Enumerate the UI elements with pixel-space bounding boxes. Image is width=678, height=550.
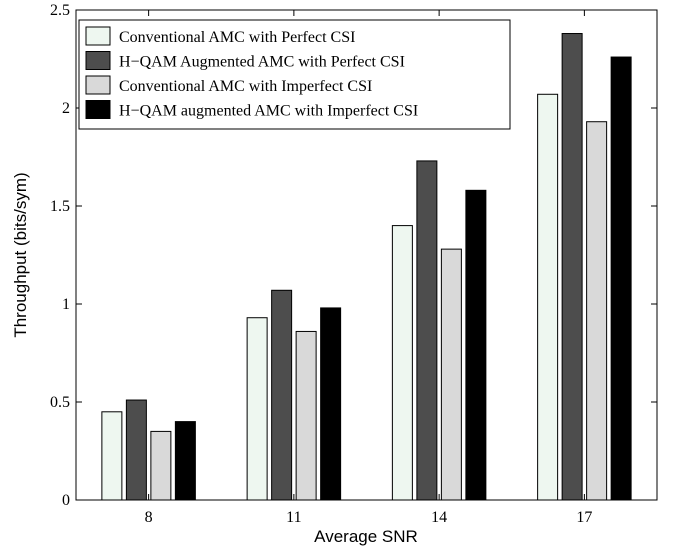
y-tick-label: 2.5 <box>50 2 70 19</box>
x-tick-label: 17 <box>576 509 592 526</box>
legend-swatch <box>85 51 111 70</box>
y-tick-label: 1.5 <box>50 198 70 215</box>
bar <box>150 430 172 501</box>
legend-label: H−QAM augmented AMC with Imperfect CSI <box>119 103 418 120</box>
x-tick-label: 14 <box>431 509 447 526</box>
bar <box>271 289 293 501</box>
x-tick-label: 11 <box>286 509 301 526</box>
bar <box>295 330 317 501</box>
bar <box>416 160 438 501</box>
legend-label: Conventional AMC with Imperfect CSI <box>119 78 372 95</box>
bar <box>465 189 487 501</box>
axes-group: 0 0.5 1 1.5 2 2.5 8 11 14 17 <box>50 2 658 526</box>
bar <box>174 421 196 501</box>
bar <box>125 399 147 501</box>
x-axis-label: Average SNR <box>314 527 418 546</box>
bar <box>391 225 413 501</box>
y-tick-label: 0 <box>62 492 70 509</box>
legend-label: Conventional AMC with Perfect CSI <box>119 29 355 46</box>
y-axis-label: Throughput (bits/sym) <box>11 172 30 337</box>
bar <box>440 248 462 501</box>
legend-label: H−QAM Augmented AMC with Perfect CSI <box>119 54 405 71</box>
y-tick-label: 0.5 <box>50 394 70 411</box>
bar <box>246 317 268 501</box>
bars-group <box>101 33 632 501</box>
bar <box>610 56 632 501</box>
bar <box>561 33 583 501</box>
bar <box>537 93 559 501</box>
legend-swatch <box>85 100 111 119</box>
bar <box>586 121 608 501</box>
legend-box <box>78 19 511 130</box>
axes-frame <box>75 9 658 501</box>
x-tick-label: 8 <box>145 509 153 526</box>
legend: Conventional AMC with Perfect CSI H−QAM A… <box>78 19 511 130</box>
bar <box>320 307 342 501</box>
legend-swatch <box>85 75 111 95</box>
y-tick-label: 2 <box>62 100 70 117</box>
y-tick-label: 1 <box>62 296 70 313</box>
bar <box>101 411 123 501</box>
legend-swatch <box>85 26 111 46</box>
